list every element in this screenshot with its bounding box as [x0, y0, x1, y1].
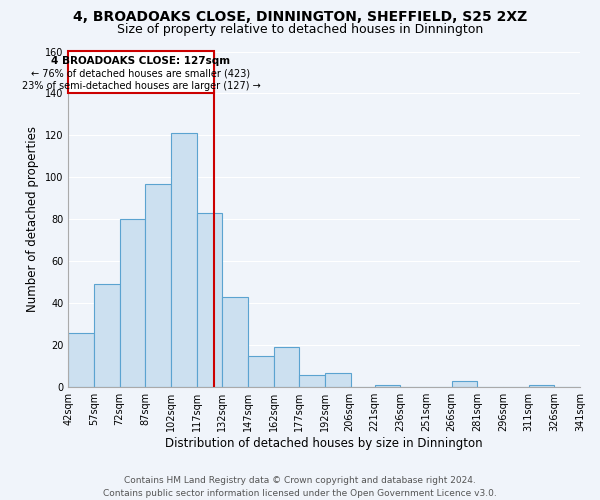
Bar	[145, 184, 171, 387]
Bar	[223, 297, 248, 387]
Bar	[119, 220, 145, 387]
Bar	[248, 356, 274, 387]
X-axis label: Distribution of detached houses by size in Dinnington: Distribution of detached houses by size …	[166, 437, 483, 450]
Bar	[325, 372, 350, 387]
Bar	[68, 332, 94, 387]
Y-axis label: Number of detached properties: Number of detached properties	[26, 126, 40, 312]
Bar	[299, 374, 325, 387]
Text: ← 76% of detached houses are smaller (423): ← 76% of detached houses are smaller (42…	[31, 68, 251, 78]
Bar	[94, 284, 119, 387]
Bar	[274, 348, 299, 387]
Bar	[374, 385, 400, 387]
Bar	[452, 381, 478, 387]
Bar	[68, 52, 214, 94]
Text: 4, BROADOAKS CLOSE, DINNINGTON, SHEFFIELD, S25 2XZ: 4, BROADOAKS CLOSE, DINNINGTON, SHEFFIEL…	[73, 10, 527, 24]
Text: 23% of semi-detached houses are larger (127) →: 23% of semi-detached houses are larger (…	[22, 81, 260, 91]
Text: 4 BROADOAKS CLOSE: 127sqm: 4 BROADOAKS CLOSE: 127sqm	[52, 56, 230, 66]
Bar	[197, 213, 223, 387]
Bar	[171, 134, 197, 387]
Text: Contains HM Land Registry data © Crown copyright and database right 2024.
Contai: Contains HM Land Registry data © Crown c…	[103, 476, 497, 498]
Text: Size of property relative to detached houses in Dinnington: Size of property relative to detached ho…	[117, 22, 483, 36]
Bar	[529, 385, 554, 387]
